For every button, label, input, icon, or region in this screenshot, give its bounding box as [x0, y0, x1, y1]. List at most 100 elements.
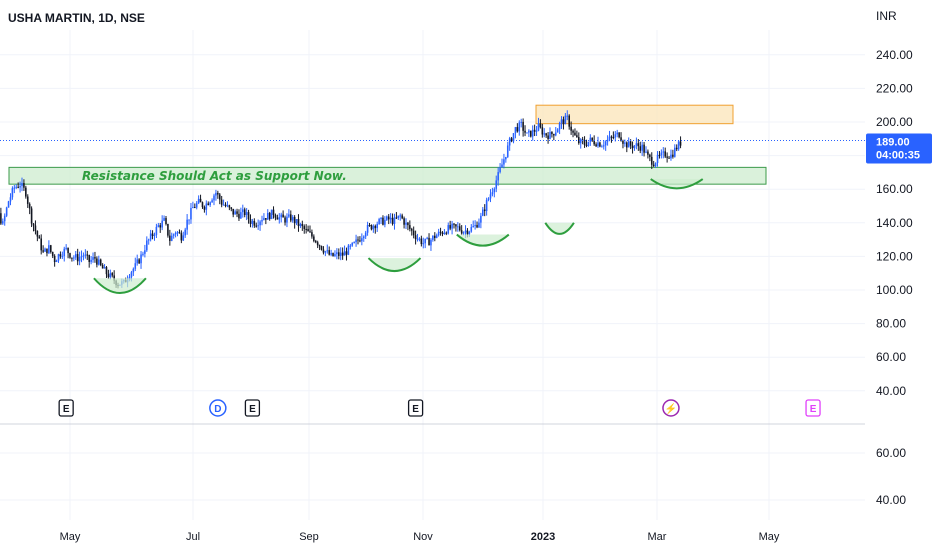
candle	[40, 234, 42, 255]
candle	[485, 197, 488, 216]
candle	[574, 128, 576, 136]
candle	[226, 201, 229, 208]
candle	[614, 131, 617, 142]
candle	[649, 153, 651, 162]
candle	[314, 239, 317, 244]
candle	[570, 121, 572, 135]
candle	[410, 227, 413, 236]
candle	[71, 257, 73, 262]
candle	[407, 221, 409, 231]
candle	[480, 212, 482, 229]
candle	[265, 217, 267, 225]
candle	[238, 209, 240, 221]
candle	[320, 245, 323, 251]
candle	[449, 220, 451, 231]
candle	[531, 125, 534, 141]
candle	[90, 256, 92, 265]
candle	[524, 125, 526, 137]
candle	[501, 158, 503, 168]
rounded-bottom-curve-3	[544, 222, 575, 235]
candle	[234, 209, 236, 215]
candle	[572, 129, 574, 138]
candle	[170, 232, 173, 242]
candle	[338, 248, 340, 260]
candle	[650, 152, 653, 170]
candle	[0, 207, 2, 225]
candle	[372, 224, 375, 233]
price-tick-7: 100.00	[876, 283, 913, 297]
event-marker-earnings[interactable]: E	[58, 399, 74, 417]
candle	[606, 135, 609, 146]
candle	[457, 222, 459, 232]
candle	[443, 229, 446, 235]
candle	[105, 266, 108, 278]
candle	[218, 192, 221, 205]
candle	[516, 123, 519, 133]
candle	[146, 236, 148, 252]
price-axis[interactable]: INR 240.00220.00200.00180.00160.00140.00…	[876, 9, 913, 507]
candle	[641, 141, 643, 156]
candle	[349, 243, 352, 250]
candle	[597, 136, 599, 148]
event-marker-earnings-future[interactable]: E	[805, 399, 821, 417]
candle	[78, 251, 81, 266]
candle	[564, 113, 567, 125]
event-label: E	[63, 404, 70, 415]
candle	[192, 201, 194, 209]
event-marker-split[interactable]: ⚡	[662, 399, 680, 417]
candle	[195, 201, 198, 210]
candle	[316, 240, 319, 249]
candle	[82, 252, 85, 261]
candle	[36, 230, 39, 242]
candle	[370, 224, 373, 231]
candle	[136, 254, 138, 266]
candle	[259, 220, 261, 231]
candle	[109, 269, 112, 280]
candle	[278, 213, 281, 224]
candle	[547, 132, 549, 144]
candle	[439, 227, 442, 236]
candle	[13, 184, 16, 194]
candle	[257, 219, 259, 230]
candle	[560, 116, 563, 129]
event-marker-earnings[interactable]: E	[244, 399, 261, 417]
candle	[153, 232, 156, 241]
candle	[9, 193, 12, 206]
candle	[476, 221, 478, 229]
candle	[288, 209, 290, 219]
candle	[276, 214, 279, 220]
candle	[435, 233, 438, 239]
candle	[266, 209, 269, 220]
time-label-6: May	[759, 531, 780, 543]
candle	[144, 244, 146, 258]
event-marker-dividend[interactable]: D	[209, 399, 227, 417]
candle	[178, 229, 181, 234]
candle	[447, 222, 450, 235]
candle	[434, 232, 436, 242]
candle	[451, 220, 453, 235]
rounded-bottom-curve-0	[93, 277, 147, 294]
price-tick-6: 120.00	[876, 249, 913, 263]
candle	[368, 222, 371, 227]
candle	[251, 218, 254, 228]
candle	[149, 229, 152, 242]
candle	[518, 120, 521, 136]
candle	[622, 139, 624, 149]
candle	[416, 233, 419, 242]
candle	[290, 210, 292, 223]
candle	[576, 130, 578, 138]
candle	[599, 141, 601, 148]
support-resistance-zone[interactable]	[8, 166, 767, 185]
candle	[422, 237, 425, 249]
time-axis[interactable]: May Jul Sep Nov 2023 Mar May	[60, 531, 780, 543]
candle	[5, 206, 8, 218]
candle	[382, 215, 384, 226]
top-resistance-zone[interactable]	[535, 104, 734, 125]
candle	[635, 137, 638, 150]
candle	[236, 208, 238, 218]
event-marker-earnings[interactable]: E	[407, 399, 424, 417]
candle	[664, 147, 666, 159]
candle	[489, 189, 492, 203]
candle	[11, 186, 14, 200]
